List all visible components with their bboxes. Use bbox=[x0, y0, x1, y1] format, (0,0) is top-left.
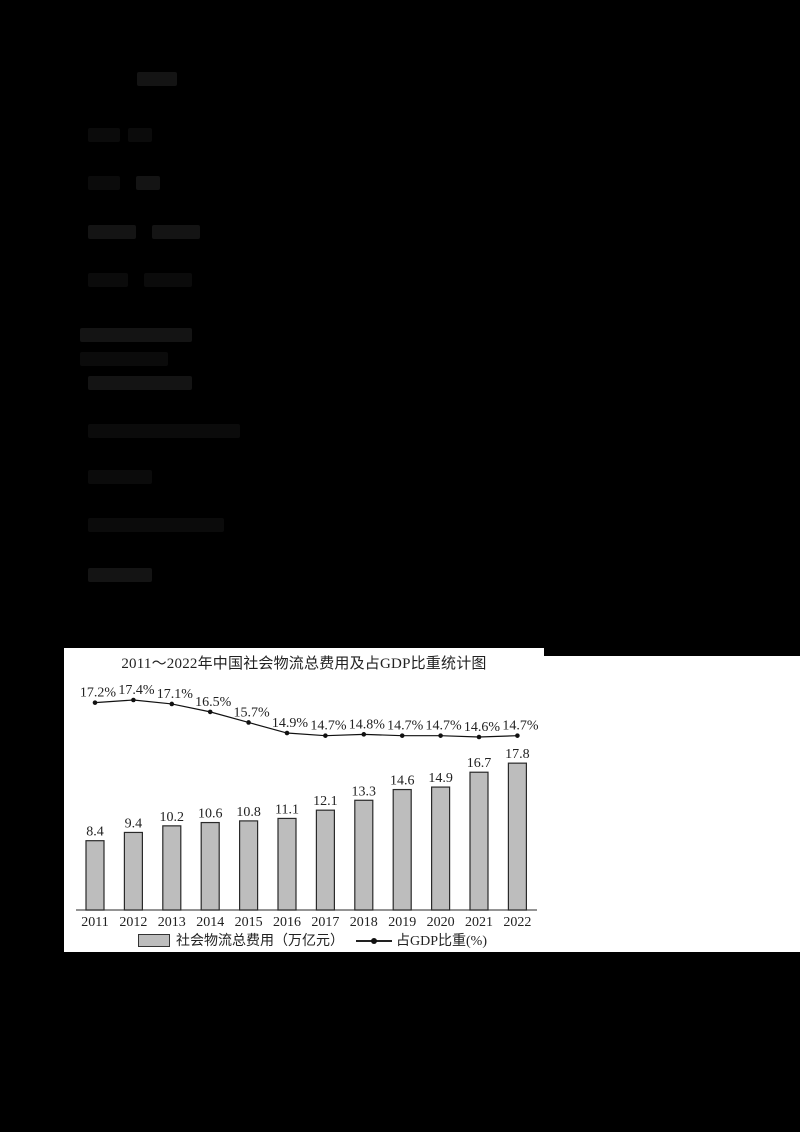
bar-2020 bbox=[431, 786, 451, 911]
artifact-block bbox=[88, 518, 224, 532]
x-tick-label: 2021 bbox=[465, 915, 493, 930]
legend-bar-label: 社会物流总费用（万亿元） bbox=[176, 934, 344, 949]
artifact-block bbox=[88, 568, 152, 582]
legend-bar-swatch bbox=[138, 933, 170, 947]
x-tick-label: 2011 bbox=[81, 915, 108, 930]
artifact-block bbox=[88, 273, 128, 287]
bar-2022 bbox=[507, 762, 527, 911]
bar-value-label: 10.6 bbox=[198, 807, 223, 822]
chart-panel-top bbox=[64, 648, 544, 658]
line-value-label: 14.7% bbox=[502, 719, 539, 734]
line-value-label: 16.5% bbox=[195, 695, 232, 710]
bar-value-label: 17.8 bbox=[505, 747, 530, 762]
x-tick-label: 2018 bbox=[350, 915, 378, 930]
bar-2016 bbox=[277, 817, 297, 911]
bar-2014 bbox=[200, 821, 220, 911]
bar-2017 bbox=[315, 809, 335, 911]
artifact-block bbox=[88, 128, 120, 142]
artifact-block bbox=[136, 176, 160, 190]
chart-legend: 社会物流总费用（万亿元） 占GDP比重(%) bbox=[138, 931, 487, 949]
artifact-block bbox=[88, 225, 136, 239]
line-point-marker bbox=[169, 701, 175, 707]
line-value-label: 14.7% bbox=[426, 719, 463, 734]
bar-value-label: 10.8 bbox=[236, 805, 261, 820]
bar-value-label: 12.1 bbox=[313, 794, 338, 809]
bar-value-label: 16.7 bbox=[467, 756, 492, 771]
legend-line-label: 占GDP比重(%) bbox=[396, 934, 487, 949]
bar-value-label: 14.6 bbox=[390, 774, 415, 789]
bar-value-label: 14.9 bbox=[428, 771, 453, 786]
bar-value-label: 11.1 bbox=[275, 802, 299, 817]
line-point-marker bbox=[476, 734, 482, 740]
artifact-block bbox=[128, 128, 152, 142]
x-tick-label: 2012 bbox=[119, 915, 147, 930]
artifact-block bbox=[144, 273, 192, 287]
line-value-label: 14.9% bbox=[272, 716, 309, 731]
bar-value-label: 9.4 bbox=[125, 816, 143, 831]
line-point-marker bbox=[284, 730, 290, 736]
bar-value-label: 13.3 bbox=[352, 784, 377, 799]
line-value-label: 14.7% bbox=[310, 719, 347, 734]
artifact-block bbox=[137, 72, 177, 86]
artifact-block bbox=[152, 225, 200, 239]
bar-2019 bbox=[392, 788, 412, 911]
x-tick-label: 2019 bbox=[388, 915, 416, 930]
x-tick-label: 2016 bbox=[273, 915, 301, 930]
bar-2012 bbox=[123, 831, 144, 911]
line-value-label: 17.4% bbox=[118, 683, 155, 698]
bar-2018 bbox=[354, 799, 374, 911]
x-tick-label: 2022 bbox=[503, 915, 531, 930]
line-point-marker bbox=[131, 697, 136, 703]
x-tick-label: 2014 bbox=[196, 915, 224, 930]
chart-title: 2011～2022年中国社会物流总费用及占GDP比重统计图 bbox=[121, 656, 487, 672]
bar-value-label: 10.2 bbox=[160, 810, 185, 825]
line-value-label: 15.7% bbox=[234, 705, 271, 720]
line-point-marker bbox=[399, 733, 405, 738]
bar-value-label: 8.4 bbox=[86, 825, 104, 840]
line-value-label: 17.2% bbox=[80, 686, 117, 701]
artifact-block bbox=[88, 424, 240, 438]
x-tick-label: 2013 bbox=[158, 915, 186, 930]
gdp-share-line bbox=[94, 699, 518, 738]
bar-2015 bbox=[239, 820, 259, 911]
line-point-marker bbox=[92, 700, 98, 705]
line-point-marker bbox=[323, 733, 328, 738]
bar-2021 bbox=[469, 771, 489, 911]
line-point-marker bbox=[207, 709, 213, 715]
bar-2011 bbox=[85, 840, 105, 911]
line-value-label: 17.1% bbox=[157, 687, 194, 702]
bar-2013 bbox=[162, 825, 182, 911]
line-value-label: 14.6% bbox=[464, 720, 501, 735]
line-point-marker bbox=[515, 733, 520, 738]
artifact-block bbox=[80, 328, 192, 342]
artifact-block bbox=[88, 376, 192, 390]
x-tick-label: 2015 bbox=[235, 915, 263, 930]
line-point-marker bbox=[246, 720, 251, 725]
artifact-block bbox=[80, 352, 168, 366]
x-tick-label: 2017 bbox=[311, 915, 339, 930]
artifact-block bbox=[88, 470, 152, 484]
artifact-block bbox=[88, 176, 120, 190]
line-point-marker bbox=[361, 732, 367, 737]
line-value-label: 14.7% bbox=[387, 719, 424, 734]
x-tick-label: 2020 bbox=[427, 915, 455, 930]
line-point-marker bbox=[438, 733, 443, 738]
line-value-label: 14.8% bbox=[349, 717, 386, 732]
legend-line-marker-icon bbox=[356, 934, 392, 946]
